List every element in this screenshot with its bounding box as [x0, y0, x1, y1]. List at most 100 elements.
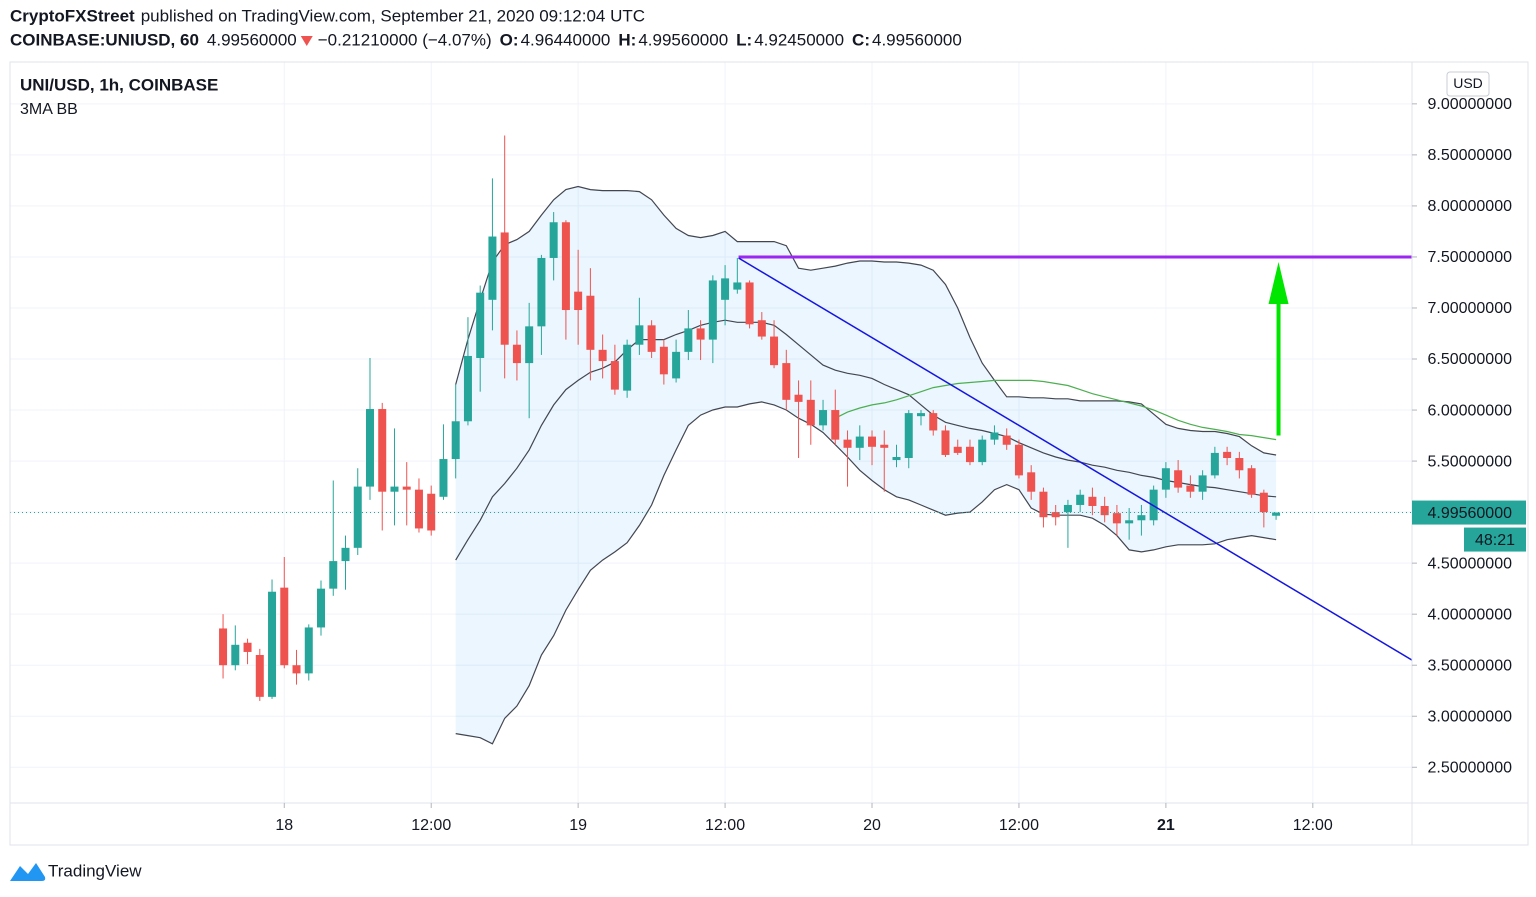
candle-body — [1186, 485, 1195, 492]
candle-body — [1100, 505, 1109, 516]
arrow-head — [1268, 262, 1289, 305]
candle-body — [537, 257, 546, 327]
candle-body — [721, 278, 730, 300]
candle-body — [451, 421, 460, 460]
candle-body — [512, 344, 521, 364]
y-tick-label: 6.50000000 — [1427, 351, 1512, 368]
candle-body — [819, 410, 828, 426]
candle-body — [880, 444, 889, 448]
last-price-label: 4.99560000 — [1427, 505, 1512, 522]
candle-body — [647, 325, 656, 352]
down-arrow-icon — [300, 36, 313, 46]
bollinger-line — [455, 319, 1277, 561]
moving-average — [835, 379, 1277, 441]
candle-body — [1174, 470, 1183, 488]
candle-body — [292, 665, 301, 674]
y-tick-label: 5.50000000 — [1427, 453, 1512, 470]
candle-body — [1223, 451, 1232, 459]
candle-body — [1137, 515, 1146, 521]
candle-body — [610, 361, 619, 390]
candle-body — [978, 439, 987, 463]
footer-brand: TradingView — [48, 861, 142, 880]
candle-body — [855, 436, 864, 448]
ohlc-key: H: — [618, 30, 636, 49]
grid — [10, 62, 1412, 803]
candle-body — [268, 591, 277, 697]
ohlc-value: 4.92450000 — [754, 30, 844, 49]
candle-body — [500, 232, 509, 345]
ohlc-value: 4.99560000 — [638, 30, 728, 49]
candle-body — [390, 486, 399, 492]
candle-body — [843, 439, 852, 448]
x-tick-label: 21 — [1157, 817, 1175, 834]
y-tick-label: 4.00000000 — [1427, 606, 1512, 623]
candle-body — [929, 413, 938, 431]
candle-body — [1027, 472, 1036, 492]
plot-area — [10, 135, 1412, 745]
ohlc-value: 4.99560000 — [872, 30, 962, 49]
ohlc-value: 4.96440000 — [521, 30, 611, 49]
y-tick-label: 3.50000000 — [1427, 657, 1512, 674]
y-tick-label: 9.00000000 — [1427, 96, 1512, 113]
candle-body — [598, 349, 607, 362]
x-tick-label: 12:00 — [1293, 817, 1333, 834]
y-tick-label: 7.00000000 — [1427, 300, 1512, 317]
currency-box[interactable] — [1446, 71, 1490, 97]
candle-body — [1125, 520, 1134, 524]
x-tick-label: 12:00 — [411, 817, 451, 834]
currency-label[interactable]: USD — [1453, 75, 1483, 91]
y-tick-label: 6.00000000 — [1427, 402, 1512, 419]
y-tick-label: 8.00000000 — [1427, 198, 1512, 215]
candle-body — [476, 292, 485, 358]
bollinger-line — [455, 401, 1277, 745]
candle-body — [1039, 491, 1048, 518]
candle-body — [1210, 452, 1219, 476]
candle-body — [1259, 492, 1268, 513]
published-info: published on TradingView.com, September … — [141, 6, 645, 25]
candle-body — [733, 282, 742, 290]
countdown-box — [1464, 527, 1526, 552]
y-tick-label: 7.50000000 — [1427, 249, 1512, 266]
x-tick-label: 12:00 — [999, 817, 1039, 834]
x-tick-label: 19 — [569, 817, 587, 834]
ohlc-key: O: — [500, 30, 519, 49]
price-change: −0.21210000 (−4.07%) — [318, 30, 492, 49]
y-tick-label: 2.50000000 — [1427, 759, 1512, 776]
candle-body — [1272, 512, 1281, 516]
x-tick-label: 18 — [275, 817, 293, 834]
candle-body — [341, 547, 350, 562]
candle-body — [892, 456, 901, 461]
last-price: 4.99560000 — [207, 30, 297, 49]
ohlc-key: L: — [736, 30, 752, 49]
candle-body — [941, 430, 950, 455]
candle-body — [243, 642, 252, 652]
candle-body — [635, 325, 644, 345]
candle-body — [1247, 468, 1256, 495]
candle-body — [525, 326, 534, 364]
candle-body — [353, 486, 362, 548]
candle-body — [868, 436, 877, 447]
y-tick-label: 4.50000000 — [1427, 555, 1512, 572]
chart-title: UNI/USD, 1h, COINBASE — [20, 75, 218, 94]
indicator-label: 3MA BB — [20, 101, 78, 118]
candle-body — [439, 459, 448, 497]
candle-body — [1198, 475, 1207, 492]
header: CryptoFXStreet published on TradingView.c… — [10, 6, 962, 49]
candle-body — [1002, 435, 1011, 445]
candle-body — [304, 627, 313, 674]
candle-body — [965, 446, 974, 463]
candle-body — [317, 588, 326, 628]
last-price-box — [1412, 500, 1526, 525]
candle-body — [1112, 513, 1121, 524]
candle-body — [904, 413, 913, 459]
candle-body — [574, 291, 583, 311]
candle-body — [427, 493, 436, 531]
y-tick-label: 3.00000000 — [1427, 708, 1512, 725]
candle-body — [280, 587, 289, 666]
candle-body — [586, 295, 595, 350]
candle-body — [659, 346, 668, 375]
candle-body — [463, 355, 472, 422]
candle-body — [708, 280, 717, 340]
candle-body — [219, 628, 228, 666]
